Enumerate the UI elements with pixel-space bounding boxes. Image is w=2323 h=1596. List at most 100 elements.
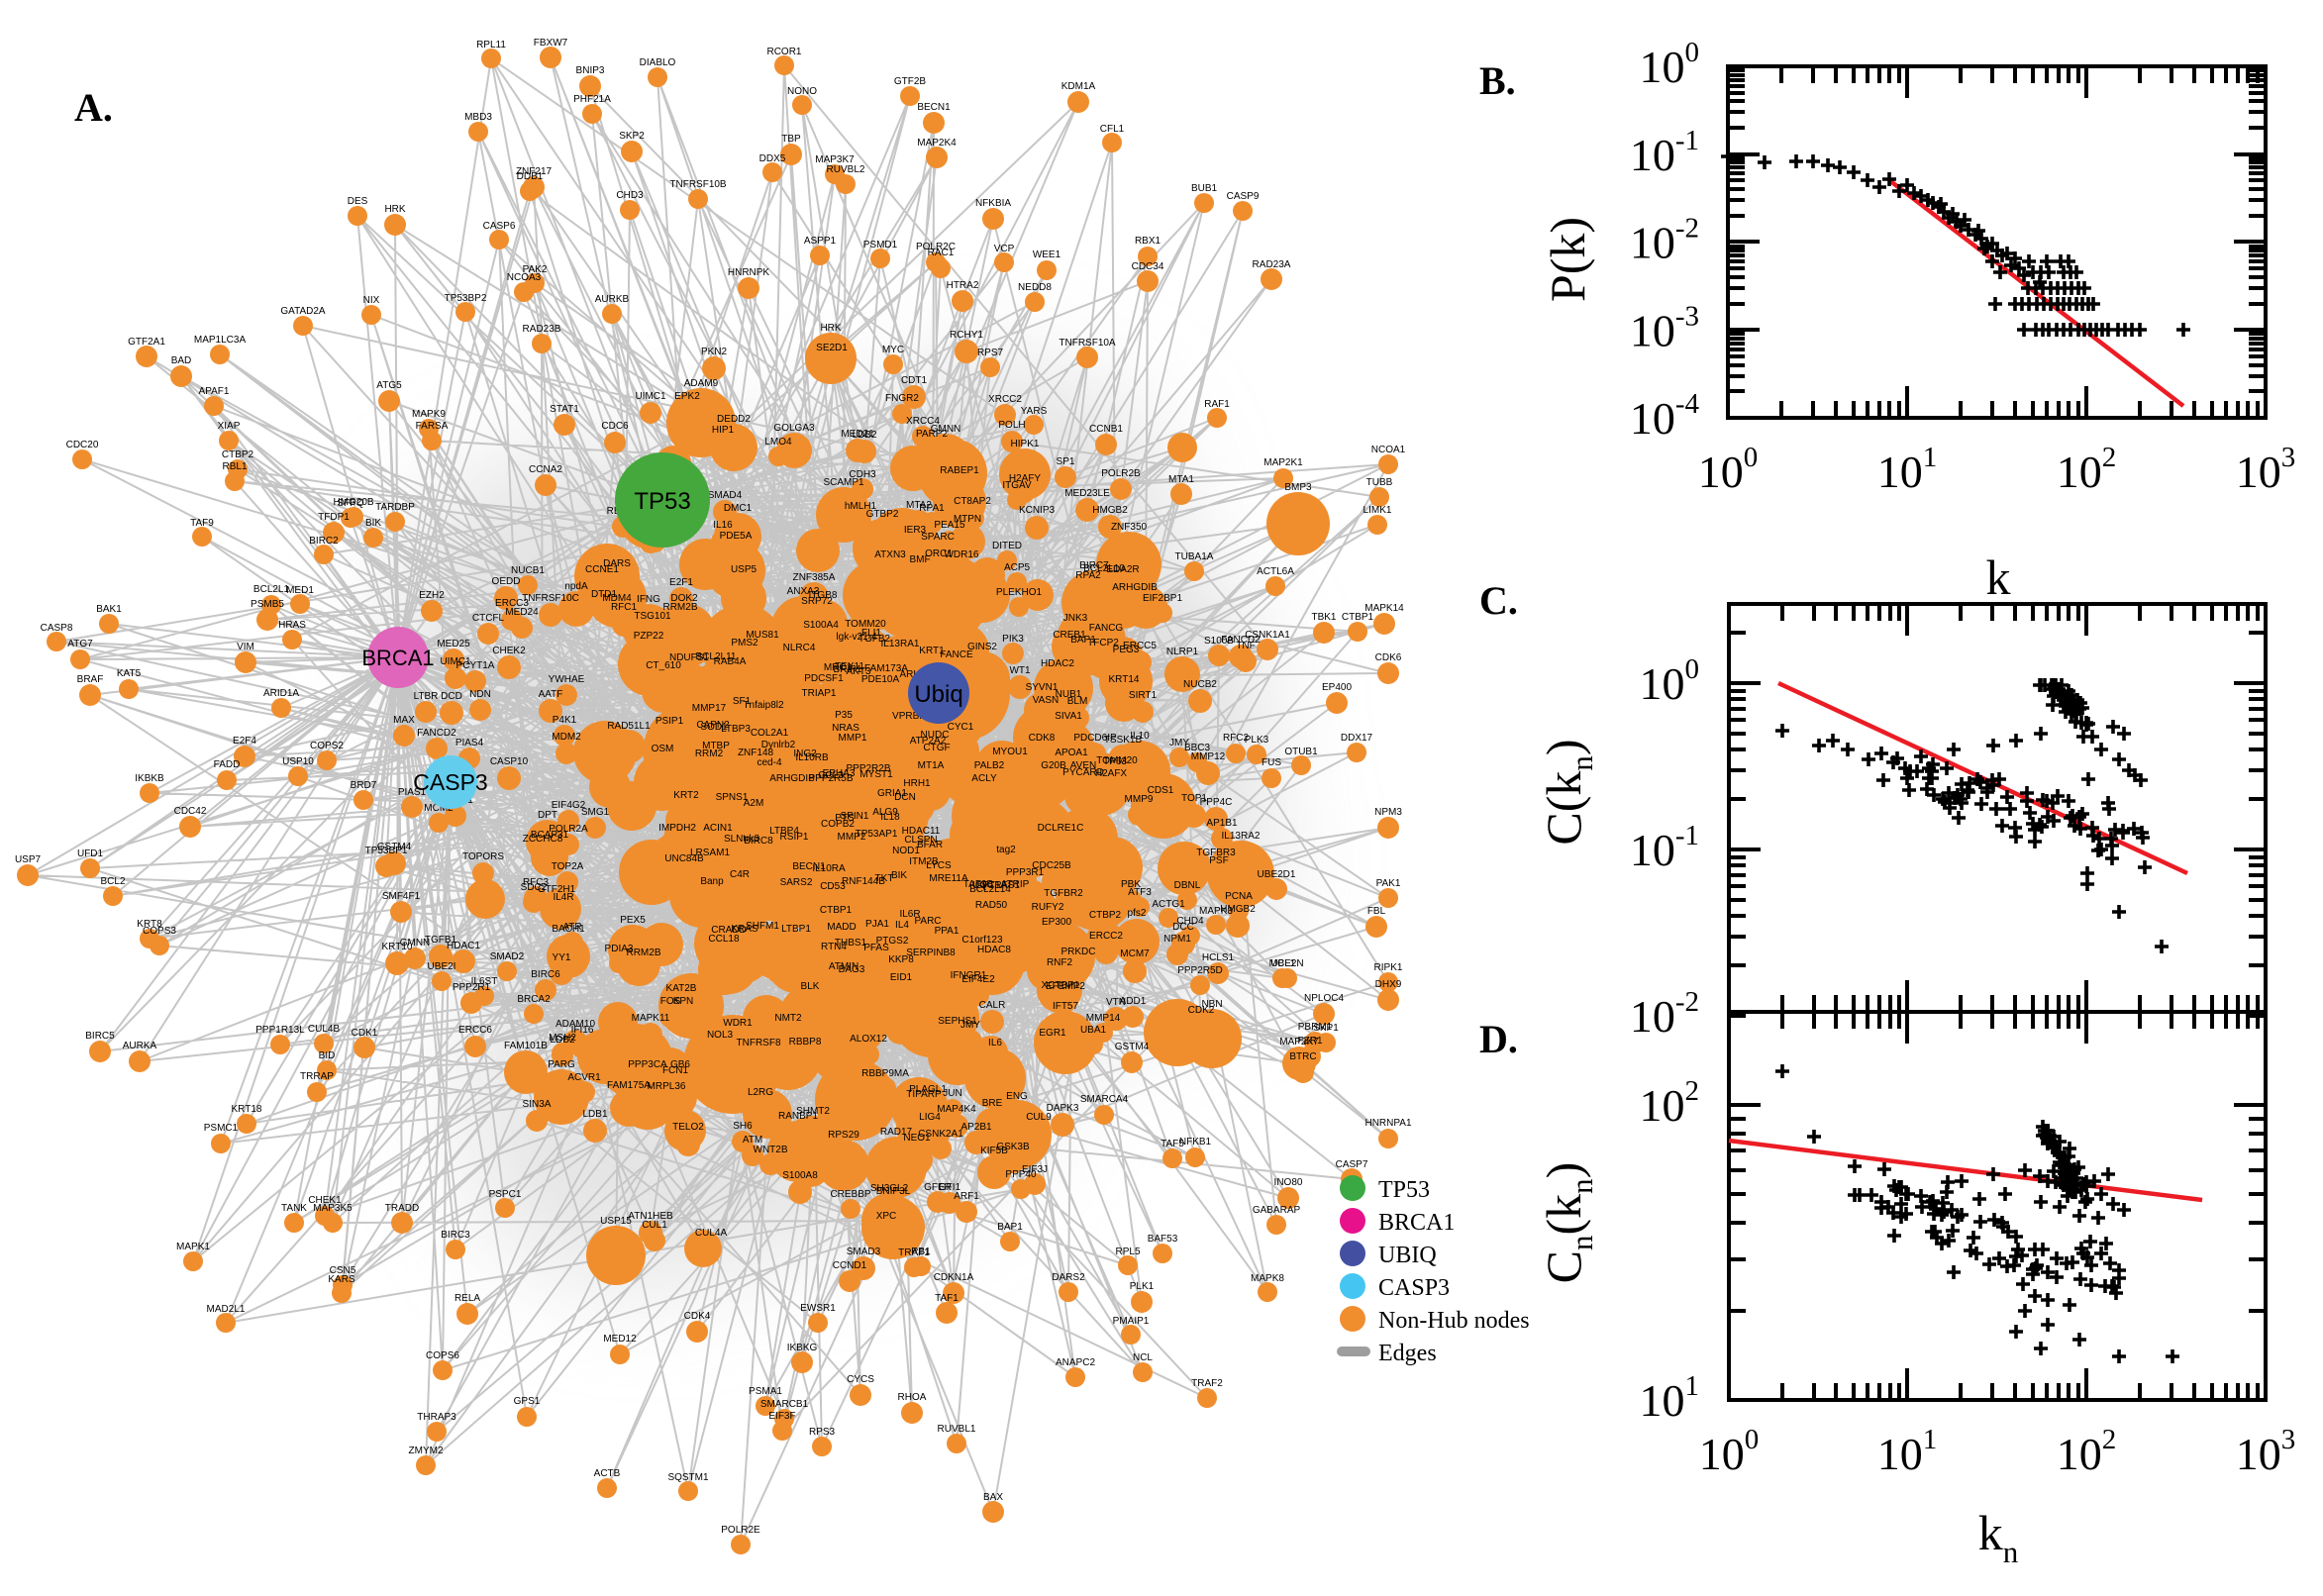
svg-text:P35: P35 <box>835 710 853 721</box>
svg-text:PARP2: PARP2 <box>916 429 948 440</box>
svg-text:PHF21A: PHF21A <box>573 94 611 105</box>
svg-text:COPS3: COPS3 <box>143 926 176 937</box>
svg-text:VASN: VASN <box>1033 695 1060 706</box>
svg-text:CCNE1: CCNE1 <box>585 564 619 575</box>
svg-text:BIRC3: BIRC3 <box>441 1230 470 1241</box>
svg-text:MMP14: MMP14 <box>1086 1013 1121 1024</box>
svg-text:NEDD8: NEDD8 <box>1018 282 1052 293</box>
svg-text:CASP7: CASP7 <box>1336 1159 1368 1170</box>
svg-text:BAP1: BAP1 <box>1070 635 1096 646</box>
svg-text:TAF5: TAF5 <box>1161 1139 1184 1149</box>
svg-text:ACLY: ACLY <box>971 773 997 784</box>
svg-text:CDK8: CDK8 <box>1029 733 1056 744</box>
svg-text:POLR2C: POLR2C <box>916 242 956 252</box>
svg-text:UNC84B: UNC84B <box>664 853 704 864</box>
svg-text:CUL4B: CUL4B <box>308 1024 341 1035</box>
svg-text:ATG7: ATG7 <box>67 639 93 649</box>
svg-text:CDC34: CDC34 <box>1132 261 1164 272</box>
svg-text:KIF5B: KIF5B <box>980 1146 1008 1156</box>
svg-text:SRP72: SRP72 <box>801 596 833 607</box>
svg-text:GSTM4: GSTM4 <box>377 842 412 852</box>
svg-text:ERCC5: ERCC5 <box>1123 641 1157 651</box>
svg-text:ATF3: ATF3 <box>1128 887 1152 898</box>
svg-text:PLK3: PLK3 <box>1245 735 1269 746</box>
svg-text:C.: C. <box>1479 578 1518 623</box>
svg-text:ADAM9: ADAM9 <box>684 378 719 389</box>
svg-text:ADAM10: ADAM10 <box>556 1019 595 1030</box>
svg-text:TSG101: TSG101 <box>634 611 671 622</box>
svg-text:HNRNPA1: HNRNPA1 <box>1364 1118 1411 1129</box>
svg-text:MSH2: MSH2 <box>549 1033 576 1044</box>
svg-text:GFI1: GFI1 <box>939 1182 961 1193</box>
svg-text:IFNGR1: IFNGR1 <box>951 970 987 981</box>
svg-text:NDN: NDN <box>469 689 491 700</box>
svg-text:RRM2B: RRM2B <box>662 602 697 613</box>
svg-text:CUL4A: CUL4A <box>695 1228 728 1239</box>
svg-text:TGFB2: TGFB2 <box>858 634 891 645</box>
svg-text:TELO2: TELO2 <box>672 1122 704 1133</box>
svg-text:ITGB8: ITGB8 <box>809 590 838 601</box>
svg-text:ARF1: ARF1 <box>954 1191 979 1202</box>
svg-text:OTUB1: OTUB1 <box>1284 747 1318 757</box>
svg-text:XRCC2: XRCC2 <box>988 394 1022 405</box>
svg-text:CDK1: CDK1 <box>352 1028 378 1039</box>
svg-text:BACH1: BACH1 <box>552 924 585 935</box>
svg-text:RPA1: RPA1 <box>919 503 945 514</box>
svg-text:GTF2A1: GTF2A1 <box>128 337 165 348</box>
svg-text:YARS: YARS <box>1021 406 1048 417</box>
svg-text:USP15: USP15 <box>600 1216 632 1227</box>
svg-text:PTS: PTS <box>835 813 855 824</box>
svg-text:MAPK9: MAPK9 <box>412 409 446 420</box>
svg-text:APOA1: APOA1 <box>1055 748 1088 758</box>
svg-text:PLK1: PLK1 <box>1130 1281 1155 1292</box>
svg-text:UBE2I: UBE2I <box>428 961 456 972</box>
svg-text:RUVBL1: RUVBL1 <box>938 1424 976 1435</box>
svg-text:EIF2BP1: EIF2BP1 <box>1143 593 1182 604</box>
svg-text:pfs2: pfs2 <box>1128 908 1147 919</box>
svg-text:SLNtrk3: SLNtrk3 <box>724 834 760 845</box>
svg-text:PSIP1: PSIP1 <box>656 716 684 727</box>
svg-text:HMG20B: HMG20B <box>333 497 373 508</box>
svg-text:KRAS: KRAS <box>731 924 758 935</box>
svg-text:DPT: DPT <box>538 810 557 821</box>
svg-text:BRE: BRE <box>982 1098 1003 1109</box>
svg-text:CTCFL: CTCFL <box>472 613 505 624</box>
svg-text:CPT1A: CPT1A <box>975 880 1008 891</box>
svg-text:TIPARP: TIPARP <box>906 1089 942 1100</box>
svg-text:IL6: IL6 <box>988 1038 1002 1048</box>
svg-text:FANCG: FANCG <box>1089 623 1124 634</box>
svg-text:POLR2A: POLR2A <box>549 824 588 835</box>
svg-text:FCN1: FCN1 <box>662 1065 689 1076</box>
svg-text:TBP: TBP <box>781 134 801 145</box>
svg-text:DCC: DCC <box>1172 922 1194 933</box>
svg-text:10-1: 10-1 <box>1630 820 1699 875</box>
svg-text:NUB1: NUB1 <box>1056 689 1082 700</box>
svg-text:NEO1: NEO1 <box>903 1133 931 1144</box>
svg-text:TUBA1A: TUBA1A <box>1175 551 1214 562</box>
svg-text:DES: DES <box>348 196 368 207</box>
svg-text:BIRC8: BIRC8 <box>744 836 773 847</box>
svg-text:RRM2: RRM2 <box>695 748 724 759</box>
svg-text:LRSAM1: LRSAM1 <box>690 848 730 858</box>
svg-text:JMY: JMY <box>960 1020 980 1031</box>
svg-text:FADD: FADD <box>214 759 241 770</box>
svg-text:TRADD: TRADD <box>385 1203 419 1214</box>
svg-text:OSM: OSM <box>652 744 674 754</box>
svg-text:MTA1: MTA1 <box>1168 474 1194 485</box>
svg-text:CDK2: CDK2 <box>1188 1005 1215 1016</box>
svg-text:BRCA1: BRCA1 <box>361 646 434 670</box>
svg-text:SH3GL2: SH3GL2 <box>870 1183 909 1194</box>
svg-text:JMY: JMY <box>1169 738 1189 748</box>
svg-text:CT8AP2: CT8AP2 <box>954 496 991 507</box>
svg-text:npdA: npdA <box>564 581 588 592</box>
svg-text:USP7: USP7 <box>15 854 42 865</box>
svg-text:BLM: BLM <box>1067 696 1088 707</box>
svg-text:DDX17: DDX17 <box>1341 733 1373 744</box>
svg-text:FANCE: FANCE <box>940 649 973 660</box>
svg-text:ZNF217: ZNF217 <box>516 166 553 177</box>
svg-text:TOP2A: TOP2A <box>552 861 584 872</box>
svg-text:ACTB: ACTB <box>594 1468 621 1479</box>
svg-text:CREBBP: CREBBP <box>830 1189 870 1200</box>
svg-text:BCL2: BCL2 <box>100 876 125 887</box>
svg-text:ITM2B: ITM2B <box>909 856 939 867</box>
